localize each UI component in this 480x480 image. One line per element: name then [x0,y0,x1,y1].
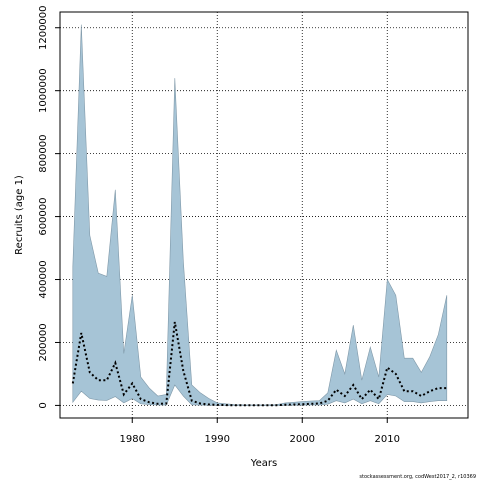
plot-frame [59,11,469,419]
y-axis-ticks: 0 200000 400000 600000 800000 1000000 1200000 [38,5,60,409]
confidence-band [72,24,448,406]
y-tick-label: 200000 [38,323,49,361]
median-series-line [71,321,447,407]
x-tick-label: 2010 [375,434,400,445]
x-axis-title: Years [250,458,277,469]
footer-note: stockassessment.org, codWest2017_2, r103… [359,474,476,480]
x-tick-label: 2000 [290,434,315,445]
y-tick-label: 600000 [38,197,49,235]
y-tick-label: 1000000 [38,68,49,113]
x-tick-label: 1990 [205,434,230,445]
y-tick-label: 1200000 [38,5,49,50]
x-axis-ticks: 1980 1990 2000 2010 [120,418,400,445]
x-tick-label: 1980 [120,434,145,445]
y-tick-label: 400000 [38,260,49,298]
y-tick-label: 0 [38,402,49,408]
y-axis-title: Recruits (age 1) [14,175,25,255]
y-tick-label: 800000 [38,135,49,173]
